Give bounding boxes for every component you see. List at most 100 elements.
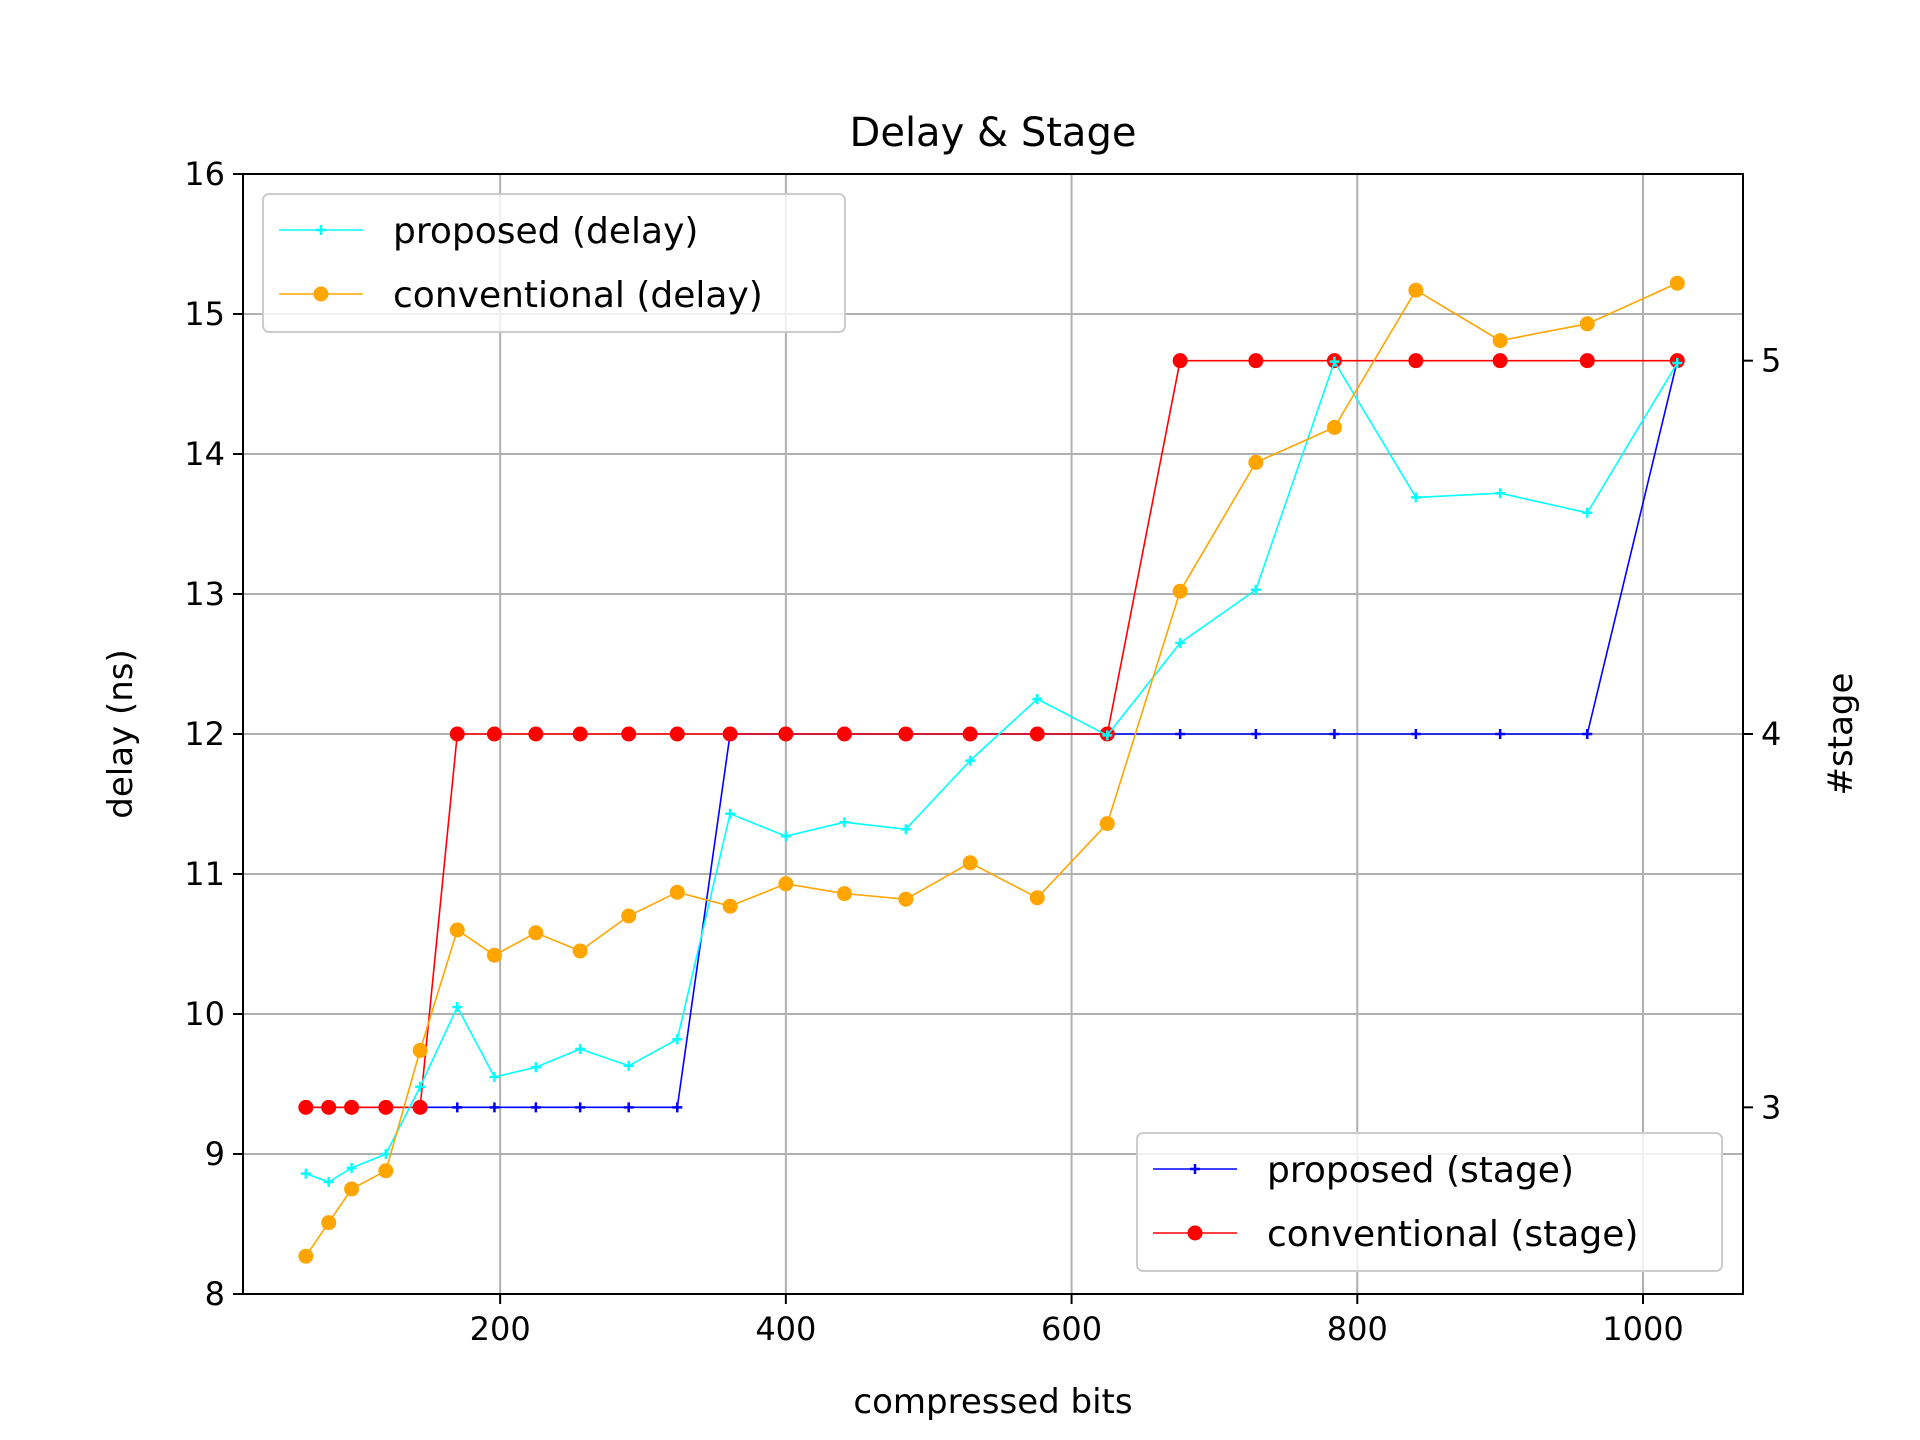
y-tick-label: 15 bbox=[184, 295, 225, 333]
data-point bbox=[1669, 275, 1685, 291]
y-tick-label: 12 bbox=[184, 715, 225, 753]
data-point bbox=[725, 808, 736, 819]
data-point bbox=[449, 922, 465, 938]
axis-ticks: 200 400 600 800 1000 8 9 10 11 12 13 14 15 16 3 4 5 bbox=[184, 155, 1781, 1348]
data-point bbox=[778, 876, 794, 892]
data-point bbox=[1032, 694, 1043, 704]
x-tick-label: 600 bbox=[1041, 1310, 1102, 1348]
legend-label: conventional (stage) bbox=[1267, 1214, 1638, 1255]
legend-label: proposed (stage) bbox=[1267, 1150, 1574, 1191]
legend-stage: proposed (stage) conventional (stage) bbox=[1136, 1132, 1723, 1272]
data-point bbox=[1172, 583, 1188, 599]
data-point bbox=[486, 947, 502, 963]
data-point bbox=[1492, 353, 1508, 369]
data-point bbox=[623, 1060, 634, 1071]
data-point bbox=[1172, 353, 1188, 369]
data-point bbox=[298, 1099, 314, 1115]
data-point bbox=[1099, 816, 1115, 832]
data-point bbox=[1326, 419, 1342, 435]
data-point bbox=[1250, 729, 1261, 739]
y2-axis-title: #stage bbox=[1821, 673, 1861, 796]
data-point bbox=[1329, 356, 1340, 367]
data-point bbox=[412, 1042, 428, 1058]
data-point bbox=[1408, 282, 1424, 298]
y-tick-label: 8 bbox=[205, 1275, 225, 1313]
data-point bbox=[836, 726, 852, 742]
data-point bbox=[898, 891, 914, 907]
data-point bbox=[965, 755, 976, 766]
data-point bbox=[1250, 584, 1261, 595]
data-point bbox=[1408, 353, 1424, 369]
legend-stage-entries: proposed (stage) conventional (stage) bbox=[1153, 1150, 1638, 1255]
legend-swatch-marker bbox=[1187, 1225, 1203, 1241]
data-point bbox=[621, 908, 637, 924]
series-layer bbox=[298, 275, 1685, 1264]
data-point bbox=[452, 1102, 463, 1113]
data-point bbox=[528, 925, 544, 941]
data-point bbox=[722, 726, 738, 742]
data-point bbox=[412, 1099, 428, 1115]
legend-delay: proposed (delay) conventional (delay) bbox=[262, 193, 846, 333]
legend-entry: proposed (stage) bbox=[1153, 1150, 1574, 1191]
data-point bbox=[898, 726, 914, 742]
data-point bbox=[672, 1102, 683, 1113]
y-tick-label: 9 bbox=[205, 1135, 225, 1173]
legend-delay-entries: proposed (delay) conventional (delay) bbox=[279, 211, 763, 316]
data-point bbox=[449, 726, 465, 742]
data-point bbox=[1579, 316, 1595, 332]
data-point bbox=[1495, 488, 1506, 499]
data-point bbox=[575, 1102, 586, 1113]
data-point bbox=[1582, 507, 1593, 518]
data-point bbox=[839, 817, 850, 828]
data-point bbox=[1102, 730, 1113, 741]
data-point bbox=[623, 1102, 634, 1113]
data-point bbox=[489, 1072, 500, 1082]
data-point bbox=[415, 1081, 426, 1092]
legend-stage-box bbox=[1136, 1132, 1723, 1272]
legend-swatch-marker bbox=[316, 225, 326, 235]
y2-tick-label: 5 bbox=[1761, 342, 1781, 380]
data-point bbox=[962, 855, 978, 871]
data-point bbox=[344, 1181, 360, 1197]
y-tick-label: 16 bbox=[184, 155, 225, 193]
data-point bbox=[1492, 333, 1508, 349]
data-point bbox=[530, 1062, 541, 1073]
x-tick-label: 800 bbox=[1327, 1310, 1388, 1348]
data-point bbox=[836, 886, 852, 902]
y2-tick-label: 4 bbox=[1761, 715, 1781, 753]
data-point bbox=[1248, 454, 1264, 470]
data-point bbox=[321, 1215, 337, 1231]
y-tick-label: 14 bbox=[184, 435, 225, 473]
data-point bbox=[672, 1034, 683, 1045]
data-point bbox=[323, 1177, 334, 1187]
legend-swatch-marker bbox=[1190, 1164, 1200, 1174]
data-point bbox=[528, 726, 544, 742]
data-point bbox=[489, 1102, 500, 1113]
data-point bbox=[962, 726, 978, 742]
data-point bbox=[298, 1248, 314, 1264]
y2-tick-label: 3 bbox=[1761, 1088, 1781, 1126]
data-point bbox=[572, 726, 588, 742]
data-point bbox=[1175, 729, 1186, 739]
data-point bbox=[1248, 353, 1264, 369]
legend-entry: proposed (delay) bbox=[279, 211, 698, 252]
data-point bbox=[900, 824, 911, 835]
data-point bbox=[1410, 492, 1421, 503]
data-point bbox=[1495, 729, 1506, 739]
data-point bbox=[722, 898, 738, 914]
data-point bbox=[378, 1163, 394, 1179]
data-point bbox=[452, 1002, 463, 1012]
data-point bbox=[1410, 729, 1421, 739]
x-tick-label: 1000 bbox=[1602, 1310, 1683, 1348]
data-point bbox=[344, 1099, 360, 1115]
series-proposed-delay bbox=[300, 356, 1683, 1187]
chart-title: Delay & Stage bbox=[850, 110, 1137, 156]
x-tick-label: 400 bbox=[755, 1310, 816, 1348]
data-point bbox=[300, 1168, 311, 1179]
legend-label: proposed (delay) bbox=[393, 211, 698, 252]
legend-label: conventional (delay) bbox=[393, 275, 763, 316]
data-point bbox=[1329, 729, 1340, 739]
data-point bbox=[486, 726, 502, 742]
data-point bbox=[321, 1099, 337, 1115]
